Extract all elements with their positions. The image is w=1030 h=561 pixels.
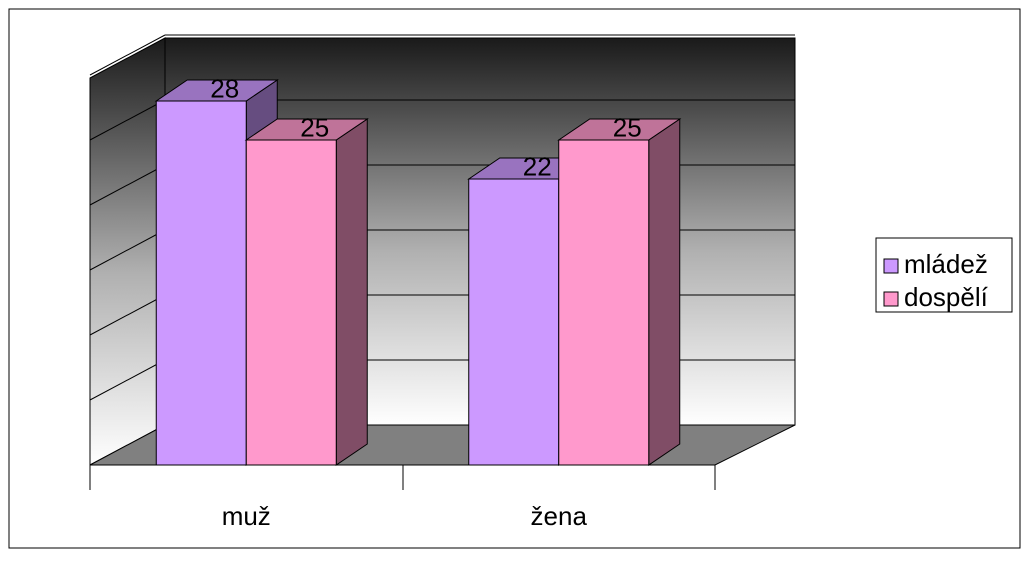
data-label: 25 bbox=[300, 112, 329, 142]
grid-line bbox=[89, 99, 166, 141]
legend-swatch bbox=[883, 291, 899, 307]
legend-label: dospělí bbox=[904, 282, 989, 312]
bar-side bbox=[335, 118, 368, 466]
data-label: 28 bbox=[210, 73, 239, 103]
x-tick-label: žena bbox=[531, 501, 588, 531]
legend bbox=[875, 237, 1013, 313]
side-wall bbox=[89, 37, 166, 466]
legend-label: mládež bbox=[904, 249, 988, 279]
grid-line bbox=[89, 294, 166, 336]
bar bbox=[468, 178, 560, 466]
bar-side bbox=[648, 118, 681, 466]
bar bbox=[155, 100, 247, 466]
data-label: 22 bbox=[523, 151, 552, 181]
grid-line bbox=[89, 359, 166, 401]
plot: 28 25 22 25 bbox=[89, 34, 795, 466]
bar bbox=[245, 139, 337, 466]
x-tick-label: muž bbox=[222, 501, 271, 531]
data-label: 25 bbox=[613, 112, 642, 142]
legend-swatch bbox=[883, 258, 899, 274]
bar bbox=[558, 139, 650, 466]
grid-line bbox=[89, 229, 166, 271]
grid-line bbox=[89, 34, 166, 76]
grid-line bbox=[89, 164, 166, 206]
